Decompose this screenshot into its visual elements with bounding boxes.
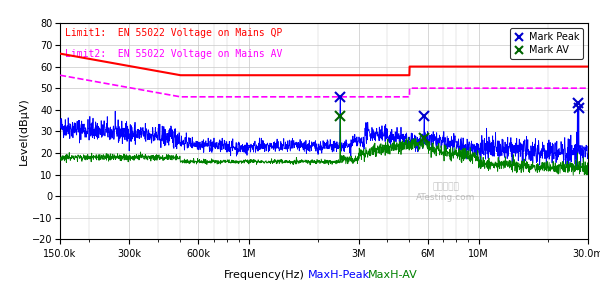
Text: 景峻检测网
ATesting.com: 景峻检测网 ATesting.com <box>416 182 475 201</box>
Text: Limit2:  EN 55022 Voltage on Mains AV: Limit2: EN 55022 Voltage on Mains AV <box>65 49 283 59</box>
Text: MaxH-Peak: MaxH-Peak <box>308 270 370 280</box>
Text: Frequency(Hz): Frequency(Hz) <box>224 270 304 280</box>
Text: MaxH-AV: MaxH-AV <box>368 270 418 280</box>
Text: Limit1:  EN 55022 Voltage on Mains QP: Limit1: EN 55022 Voltage on Mains QP <box>65 28 283 38</box>
Legend: Mark Peak, Mark AV: Mark Peak, Mark AV <box>510 28 583 59</box>
Y-axis label: Level(dBμV): Level(dBμV) <box>19 98 29 165</box>
